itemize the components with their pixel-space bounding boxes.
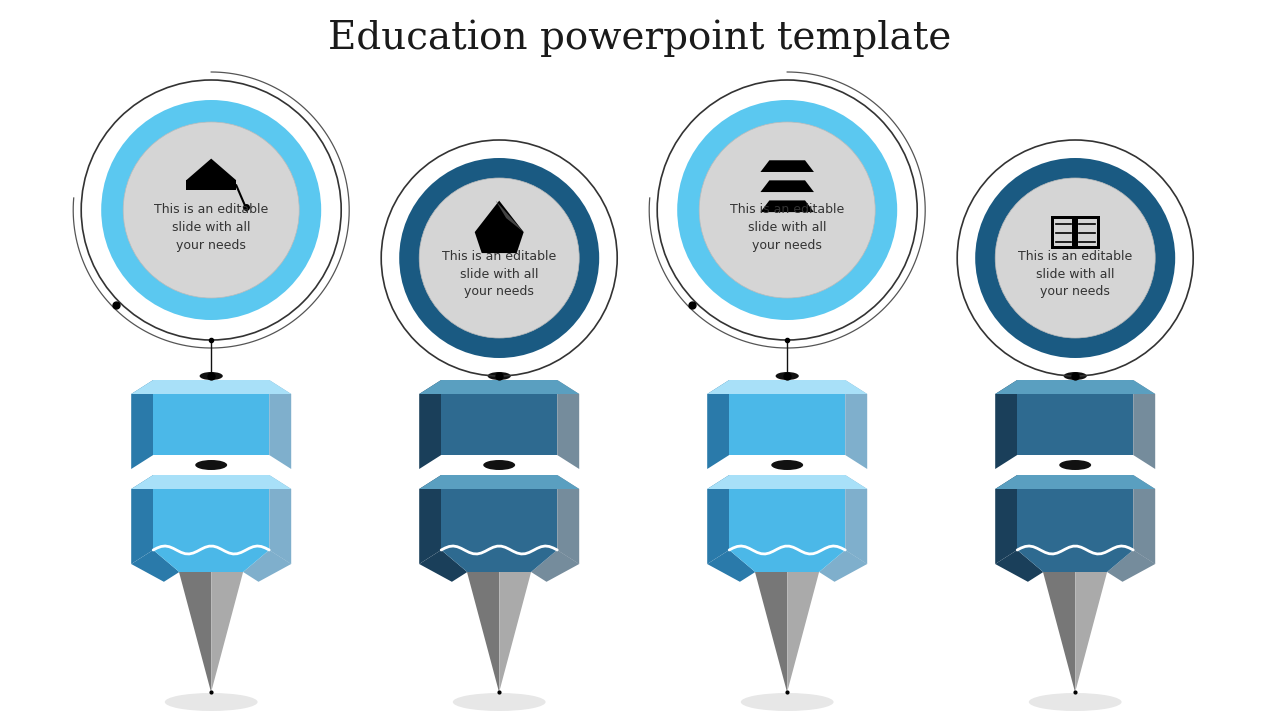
Polygon shape [420,475,580,489]
Polygon shape [442,550,557,572]
Polygon shape [420,475,442,564]
Circle shape [101,100,321,320]
Polygon shape [557,475,580,564]
Polygon shape [420,380,442,469]
Polygon shape [154,475,269,550]
Polygon shape [996,380,1018,469]
Polygon shape [420,550,467,582]
Polygon shape [996,475,1018,564]
Polygon shape [269,475,292,564]
Polygon shape [996,380,1156,394]
Polygon shape [179,572,211,692]
Text: This is an editable
slide with all
your needs: This is an editable slide with all your … [154,203,269,252]
Polygon shape [132,475,292,489]
Polygon shape [708,550,755,582]
Polygon shape [211,572,243,692]
Polygon shape [1107,550,1156,582]
Polygon shape [1133,380,1156,469]
Ellipse shape [1060,460,1091,470]
Polygon shape [467,572,499,692]
Polygon shape [760,161,814,172]
Ellipse shape [484,460,515,470]
Polygon shape [132,380,292,394]
Text: This is an editable
slide with all
your needs: This is an editable slide with all your … [730,203,845,252]
Polygon shape [730,380,845,455]
Polygon shape [1133,475,1156,564]
Text: This is an editable
slide with all
your needs: This is an editable slide with all your … [1018,250,1133,299]
Polygon shape [132,550,179,582]
Polygon shape [845,475,868,564]
Text: Education powerpoint template: Education powerpoint template [328,19,952,57]
Polygon shape [132,380,154,469]
Polygon shape [760,200,814,212]
Polygon shape [1018,550,1133,572]
Polygon shape [1043,572,1075,692]
Ellipse shape [1064,372,1087,380]
Ellipse shape [772,460,803,470]
Ellipse shape [165,693,257,711]
Polygon shape [154,380,269,455]
Polygon shape [819,550,868,582]
Polygon shape [1018,380,1133,455]
Circle shape [975,158,1175,358]
Polygon shape [730,475,845,550]
Ellipse shape [776,372,799,380]
Polygon shape [1075,572,1107,692]
Text: This is an editable
slide with all
your needs: This is an editable slide with all your … [442,250,557,299]
Ellipse shape [741,693,833,711]
Polygon shape [845,380,868,469]
Polygon shape [442,475,557,550]
Polygon shape [708,475,868,489]
Ellipse shape [196,460,227,470]
Polygon shape [760,180,814,192]
Polygon shape [442,380,557,455]
Polygon shape [1078,219,1097,246]
Ellipse shape [453,693,545,711]
Ellipse shape [200,372,223,380]
Polygon shape [708,380,868,394]
Polygon shape [186,180,237,190]
Polygon shape [420,380,580,394]
Circle shape [677,100,897,320]
Ellipse shape [1029,693,1121,711]
Circle shape [399,158,599,358]
Polygon shape [787,572,819,692]
Polygon shape [996,550,1043,582]
Polygon shape [186,158,237,180]
Circle shape [996,178,1156,338]
Polygon shape [269,380,292,469]
Polygon shape [132,475,154,564]
Polygon shape [531,550,580,582]
Polygon shape [495,201,524,232]
Circle shape [699,122,876,298]
Polygon shape [1018,475,1133,550]
Polygon shape [755,572,787,692]
Polygon shape [154,550,269,572]
Polygon shape [499,572,531,692]
Polygon shape [475,201,524,253]
Polygon shape [243,550,292,582]
Polygon shape [557,380,580,469]
Polygon shape [1053,219,1073,246]
Ellipse shape [488,372,511,380]
Polygon shape [1051,215,1100,249]
Circle shape [123,122,300,298]
Polygon shape [708,475,730,564]
Polygon shape [708,380,730,469]
Polygon shape [996,475,1156,489]
Circle shape [420,178,580,338]
Polygon shape [730,550,845,572]
